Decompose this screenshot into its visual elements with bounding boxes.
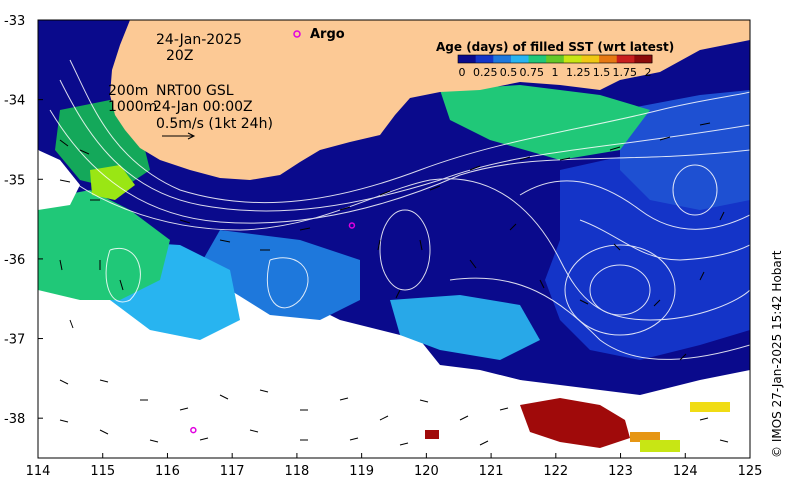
lon-tick-label: 125: [738, 464, 763, 479]
sst-region-blue-east: [620, 90, 750, 210]
sst-patch-red-small: [425, 430, 439, 439]
argo-float-marker: [190, 426, 197, 434]
sst-region-green-west: [38, 190, 170, 300]
lon-tick-label: 119: [349, 464, 374, 479]
argo-floats: [190, 222, 356, 434]
argo-legend-label: Argo: [310, 27, 345, 42]
lon-tick-label: 123: [608, 464, 633, 479]
colorbar-segment: [458, 55, 477, 63]
colorbar: 0 0.25 0.5 0.75 1 1.25 1.5 1.75 2: [457, 54, 653, 79]
colorbar-tick-label: 1.25: [566, 66, 591, 79]
current-contours: [38, 59, 750, 360]
lon-tick-label: 118: [284, 464, 309, 479]
colorbar-segment: [546, 55, 565, 63]
lat-tick-label: -35: [4, 173, 25, 188]
colorbar-segment: [475, 55, 494, 63]
colorbar-tick-label: 2: [645, 66, 652, 79]
sst-region-red: [520, 398, 630, 448]
colorbar-tick-label: 0.5: [500, 66, 518, 79]
plot-frame: [37, 19, 751, 459]
colorbar-segment: [599, 55, 618, 63]
sst-patch-orange: [630, 432, 660, 442]
colorbar-tick-label: 1.5: [593, 66, 611, 79]
sst-patch-yellow: [690, 402, 730, 412]
scale-arrow: [162, 132, 196, 140]
scale-vector-label: 0.5m/s (1kt 24h): [156, 116, 273, 132]
colorbar-tick-label: 1: [552, 66, 559, 79]
product-time-label: 24-Jan 00:00Z: [153, 99, 253, 115]
date-label: 24-Jan-2025: [156, 32, 242, 48]
colorbar-title: Age (days) of filled SST (wrt latest): [436, 40, 674, 54]
lon-tick-label: 121: [479, 464, 504, 479]
colorbar-segment: [493, 55, 512, 63]
sst-patch-lime: [640, 440, 680, 452]
colorbar-border: [457, 54, 653, 64]
lat-tick-label: -37: [4, 333, 25, 348]
lon-axis: 114 115 116 117 118 119 120 121 122 123 124 125: [26, 453, 763, 479]
lat-tick-label: -38: [4, 412, 25, 427]
colorbar-segment: [563, 55, 582, 63]
argo-legend-marker: [293, 30, 301, 38]
colorbar-tick-label: 0.25: [473, 66, 498, 79]
sst-region-lightblue: [200, 230, 360, 320]
colorbar-tick-label: 0: [459, 66, 466, 79]
lon-tick-label: 115: [90, 464, 115, 479]
no-data-west: [38, 150, 80, 210]
lon-tick-label: 116: [155, 464, 180, 479]
lat-tick-label: -36: [4, 253, 25, 268]
colorbar-segment: [510, 55, 530, 63]
credit-label: © IMOS 27-Jan-2025 15:42 Hobart: [770, 250, 784, 458]
depth-200-label: 200m: [108, 83, 148, 99]
colorbar-segment: [581, 55, 600, 63]
sst-region-cyan-south: [390, 295, 540, 360]
lon-tick-label: 114: [26, 464, 51, 479]
velocity-vectors: [59, 122, 729, 446]
sst-field: [38, 20, 750, 458]
lon-tick-label: 122: [543, 464, 568, 479]
lon-tick-label: 124: [673, 464, 698, 479]
colorbar-tick-label: 1.75: [613, 66, 638, 79]
time-label: 20Z: [166, 48, 193, 64]
colorbar-segment: [616, 55, 635, 63]
product-label: NRT00 GSL: [156, 83, 234, 99]
lat-axis: -33 -34 -35 -36 -37 -38: [4, 14, 43, 427]
sst-region-green-north: [440, 85, 650, 160]
depth-1000-label: 1000m: [108, 99, 157, 115]
colorbar-segment: [634, 55, 653, 63]
lat-tick-label: -33: [4, 14, 25, 29]
argo-float-marker: [348, 222, 356, 229]
colorbar-segment: [528, 55, 547, 63]
colorbar-tick-label: 0.75: [520, 66, 545, 79]
lon-tick-label: 117: [220, 464, 245, 479]
lon-tick-label: 120: [414, 464, 439, 479]
lat-tick-label: -34: [4, 94, 25, 109]
